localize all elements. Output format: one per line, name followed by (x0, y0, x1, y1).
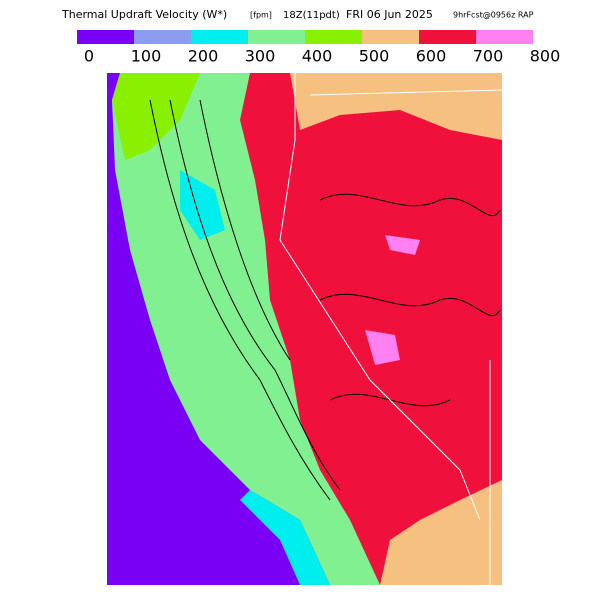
land-tan-south (380, 480, 502, 585)
colorbar-swatch (248, 30, 305, 44)
map (107, 73, 503, 585)
colorbar-swatch (419, 30, 476, 44)
colorbar-label: 500 (359, 47, 390, 66)
valley-cyan (180, 170, 225, 240)
coast-cyan (240, 490, 330, 585)
title-date: FRI 06 Jun 2025 (346, 8, 433, 21)
colorbar-swatch (476, 30, 533, 44)
colorbar-swatch (191, 30, 248, 44)
land-red (240, 73, 502, 585)
colorbar-swatch (305, 30, 362, 44)
border (309, 89, 503, 96)
colorbar-label: 300 (245, 47, 276, 66)
border (279, 73, 481, 521)
contour (169, 99, 341, 491)
colorbar: 0 100 200 300 400 500 600 700 800 (77, 30, 560, 66)
title-time: 18Z(11pdt) (283, 10, 340, 21)
contour (319, 193, 501, 217)
colorbar-label: 400 (302, 47, 333, 66)
contour (319, 293, 501, 317)
colorbar-swatch (362, 30, 419, 44)
title: Thermal Updraft Velocity (W*) [fpm] 18Z(… (61, 8, 534, 21)
colorbar-swatch (134, 30, 191, 44)
land-tan (290, 73, 502, 140)
state-borders (279, 73, 503, 585)
pink-patch (365, 330, 400, 365)
colorbar-label: 800 (530, 47, 561, 66)
contours (149, 99, 501, 501)
colorbar-label: 200 (188, 47, 219, 66)
land-lime (112, 73, 200, 160)
contour (199, 99, 291, 361)
colorbar-label: 700 (473, 47, 504, 66)
pink-patch (385, 235, 420, 255)
title-model: 9hrFcst@0956z RAP (453, 11, 534, 20)
contour (149, 99, 331, 501)
colorbar-label: 100 (131, 47, 162, 66)
colorbar-label: 0 (84, 47, 94, 66)
title-main: Thermal Updraft Velocity (W*) (61, 8, 227, 21)
colorbar-swatch (77, 30, 134, 44)
title-units: [fpm] (250, 11, 272, 20)
colorbar-label: 600 (416, 47, 447, 66)
